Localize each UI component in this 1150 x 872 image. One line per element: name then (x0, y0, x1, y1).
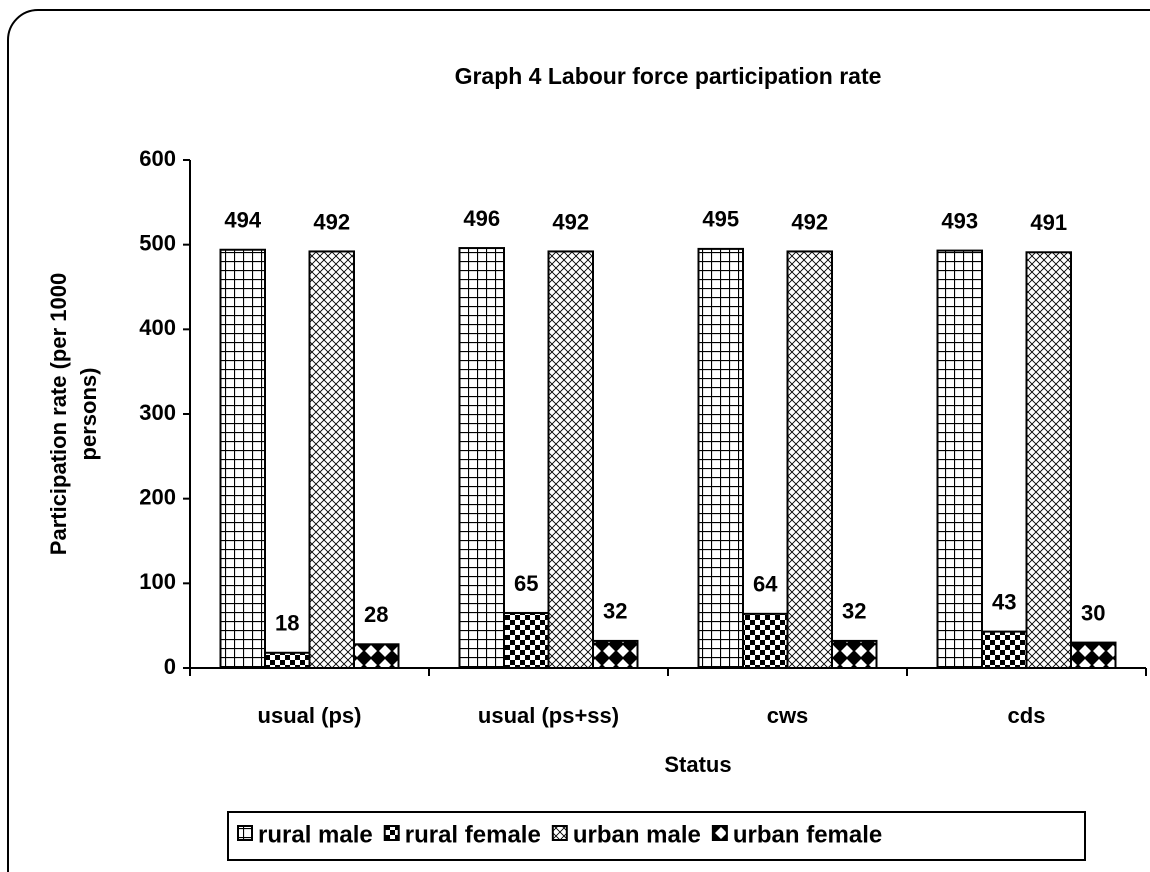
legend-marker (551, 825, 568, 841)
x-tick-label: usual (ps) (258, 703, 362, 728)
y-tick-label: 0 (164, 654, 176, 679)
y-tick-label: 300 (139, 400, 176, 425)
data-label: 491 (1030, 210, 1067, 235)
bar (219, 248, 266, 669)
bar (1025, 251, 1072, 670)
data-label: 30 (1081, 600, 1105, 625)
legend-box (227, 811, 1086, 861)
data-label: 495 (702, 207, 739, 232)
bar (742, 612, 789, 670)
bar (547, 250, 594, 669)
legend-marker (237, 825, 253, 841)
data-label: 28 (364, 602, 388, 627)
bar (1070, 641, 1117, 669)
x-tick-label: cws (767, 703, 809, 728)
data-label: 18 (275, 611, 299, 636)
data-label: 493 (941, 208, 978, 233)
data-label: 43 (992, 589, 1016, 614)
bar (592, 639, 639, 670)
data-label: 32 (842, 599, 866, 624)
bar (353, 643, 400, 670)
y-tick-label: 400 (139, 315, 176, 340)
data-label: 492 (552, 209, 589, 234)
legend-label: rural male (258, 821, 373, 848)
bar (503, 611, 550, 670)
y-axis-label-line: persons) (76, 368, 101, 461)
y-tick-label: 500 (139, 230, 176, 255)
data-label: 496 (463, 206, 500, 231)
y-tick-label: 200 (139, 484, 176, 509)
bar (458, 247, 505, 669)
y-axis-label: Participation rate (per 1000 persons) (46, 273, 101, 555)
data-label: 494 (224, 208, 261, 233)
legend-marker (711, 825, 728, 841)
data-label: 492 (791, 209, 828, 234)
bar (981, 630, 1028, 669)
data-label: 64 (753, 572, 778, 597)
legend-label: urban male (573, 821, 701, 848)
y-tick-label: 100 (139, 569, 176, 594)
y-axis-label-line: Participation rate (per 1000 (46, 273, 71, 555)
bar (936, 249, 983, 670)
bar (264, 651, 311, 670)
frame (7, 9, 1150, 872)
data-label: 32 (603, 599, 627, 624)
x-axis-label: Status (664, 752, 731, 777)
bar (831, 639, 878, 670)
legend-marker (383, 825, 400, 841)
data-label: 65 (514, 571, 538, 596)
bar (697, 247, 744, 669)
x-tick-label: cds (1008, 703, 1046, 728)
data-label: 492 (313, 209, 350, 234)
legend-label: urban female (733, 821, 882, 848)
bar (786, 250, 833, 669)
bar (308, 250, 355, 669)
legend-label: rural female (405, 821, 541, 848)
chart-title: Graph 4 Labour force participation rate (455, 63, 882, 89)
y-tick-label: 600 (139, 146, 176, 171)
x-tick-label: usual (ps+ss) (478, 703, 619, 728)
